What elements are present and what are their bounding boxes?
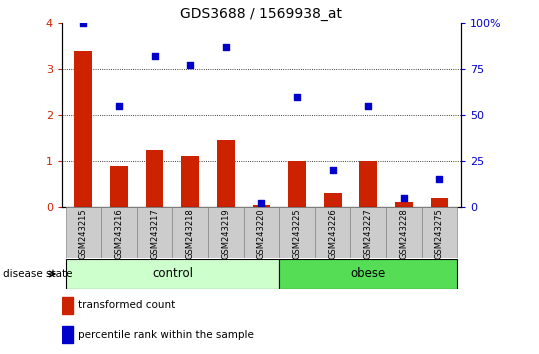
Text: GSM243275: GSM243275 [435, 209, 444, 259]
Bar [279, 259, 457, 289]
Text: transformed count: transformed count [78, 301, 175, 310]
Bar [315, 207, 350, 258]
Text: GSM243228: GSM243228 [399, 209, 409, 259]
Bar [181, 156, 199, 207]
Title: GDS3688 / 1569938_at: GDS3688 / 1569938_at [181, 7, 342, 21]
Text: control: control [152, 268, 193, 280]
Bar [244, 207, 279, 258]
Text: GSM243220: GSM243220 [257, 209, 266, 259]
Text: GSM243216: GSM243216 [114, 209, 123, 259]
Text: GSM243227: GSM243227 [364, 209, 373, 259]
Point [222, 44, 230, 50]
Text: GSM243217: GSM243217 [150, 209, 159, 259]
Bar [110, 166, 128, 207]
Bar [172, 207, 208, 258]
Bar [395, 202, 413, 207]
Text: GSM243225: GSM243225 [293, 209, 301, 259]
Bar [431, 198, 448, 207]
Bar [217, 140, 234, 207]
Point [186, 63, 195, 68]
Bar [360, 161, 377, 207]
Bar [146, 149, 163, 207]
Text: disease state: disease state [3, 269, 72, 279]
Bar [324, 193, 342, 207]
Point [150, 53, 159, 59]
Point [79, 20, 88, 26]
Text: GSM243215: GSM243215 [79, 209, 88, 259]
Bar [288, 161, 306, 207]
Bar [62, 297, 73, 314]
Bar [208, 207, 244, 258]
Bar [252, 205, 271, 207]
Point [328, 167, 337, 173]
Bar [101, 207, 137, 258]
Text: GSM243226: GSM243226 [328, 209, 337, 259]
Bar [66, 207, 101, 258]
Point [435, 177, 444, 182]
Bar [74, 51, 92, 207]
Point [364, 103, 372, 109]
Bar [279, 207, 315, 258]
Point [399, 195, 408, 201]
Point [257, 201, 266, 206]
Point [293, 94, 301, 99]
Bar [66, 259, 279, 289]
Point [115, 103, 123, 109]
Text: percentile rank within the sample: percentile rank within the sample [78, 330, 254, 340]
Bar [421, 207, 457, 258]
Text: GSM243218: GSM243218 [186, 209, 195, 259]
Bar [350, 207, 386, 258]
Text: GSM243219: GSM243219 [222, 209, 230, 259]
Bar [386, 207, 421, 258]
Bar [62, 326, 73, 343]
Text: obese: obese [351, 268, 386, 280]
Bar [137, 207, 172, 258]
